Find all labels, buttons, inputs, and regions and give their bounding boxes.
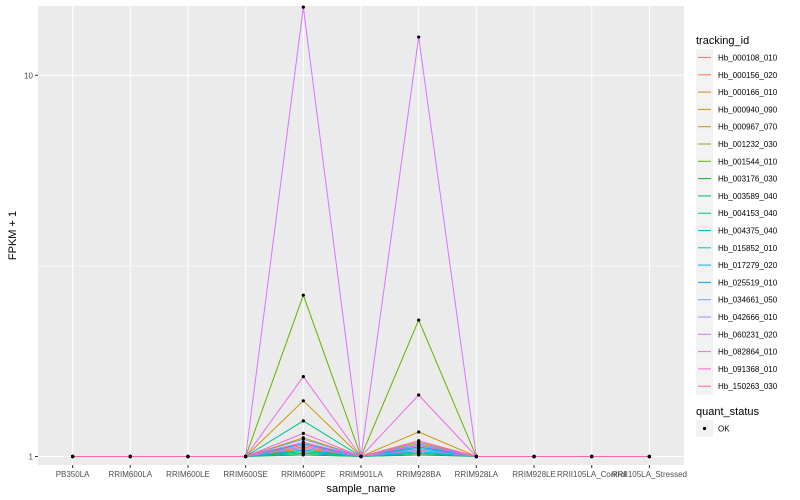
data-point bbox=[647, 454, 651, 459]
x-tick-label: PB350LA bbox=[56, 470, 90, 479]
data-point bbox=[474, 454, 478, 459]
x-tick-label: RRIM600LE bbox=[166, 470, 210, 479]
legend2-key-point bbox=[702, 426, 707, 431]
legend-quant-status: quant_status OK bbox=[696, 406, 759, 437]
legend-label: Hb_015852_010 bbox=[718, 244, 778, 253]
data-point bbox=[71, 454, 75, 459]
data-point bbox=[532, 454, 536, 459]
y-tick-label: 10 bbox=[24, 71, 33, 80]
legend-label: Hb_150263_030 bbox=[718, 382, 778, 391]
data-point bbox=[417, 393, 421, 397]
data-point bbox=[301, 375, 305, 379]
data-point bbox=[417, 430, 421, 434]
legend2-label: OK bbox=[718, 425, 730, 434]
legend-label: Hb_000108_010 bbox=[718, 54, 778, 63]
y-axis-ticks: 1 10 bbox=[24, 71, 38, 462]
data-point bbox=[301, 451, 305, 455]
legend2-title: quant_status bbox=[696, 406, 759, 418]
x-tick-label: RRIM600SE bbox=[223, 470, 267, 479]
legend-label: Hb_034661_050 bbox=[718, 296, 778, 305]
y-tick-label: 1 bbox=[29, 453, 34, 462]
data-point bbox=[301, 437, 305, 441]
data-point bbox=[301, 448, 305, 452]
data-point bbox=[301, 399, 305, 403]
data-point bbox=[359, 454, 363, 459]
x-tick-label: RRIM901LA bbox=[339, 470, 383, 479]
data-point bbox=[417, 443, 421, 447]
x-tick-label: RRIM928BA bbox=[396, 470, 441, 479]
x-tick-label: RRIM928LE bbox=[512, 470, 556, 479]
data-point bbox=[301, 293, 305, 297]
x-tick-label: RRIM928LA bbox=[455, 470, 499, 479]
x-tick-label: RRIM600LA bbox=[108, 470, 152, 479]
legend-label: Hb_004375_040 bbox=[718, 227, 778, 236]
data-point bbox=[417, 439, 421, 443]
legend-label: Hb_003589_040 bbox=[718, 192, 778, 201]
legend-label: Hb_000166_010 bbox=[718, 88, 778, 97]
data-point bbox=[417, 35, 421, 39]
data-point bbox=[186, 454, 190, 459]
x-tick-label: RRIM600PE bbox=[281, 470, 325, 479]
legend-label: Hb_000156_020 bbox=[718, 71, 778, 80]
legend-label: Hb_017279_020 bbox=[718, 261, 778, 270]
data-points bbox=[71, 5, 651, 459]
data-point bbox=[301, 445, 305, 449]
x-tick-label: RRII105LA_Control bbox=[557, 470, 627, 479]
data-point bbox=[301, 5, 305, 9]
data-point bbox=[417, 318, 421, 322]
x-axis-ticks: PB350LA RRIM600LA RRIM600LE RRIM600SE RRIM60… bbox=[56, 465, 687, 479]
data-point bbox=[301, 419, 305, 423]
data-point bbox=[417, 448, 421, 452]
data-point bbox=[244, 454, 248, 459]
x-tick-label: RRII105LA_Stressed bbox=[612, 470, 687, 479]
data-point bbox=[128, 454, 132, 459]
legend-label: Hb_003176_030 bbox=[718, 175, 778, 184]
legend-label: Hb_060231_020 bbox=[718, 330, 778, 339]
legend-label: Hb_025519_010 bbox=[718, 278, 778, 287]
legend-label: Hb_042666_010 bbox=[718, 313, 778, 322]
legend-label: Hb_091368_010 bbox=[718, 365, 778, 374]
legend-label: Hb_000940_090 bbox=[718, 105, 778, 114]
legend-tracking-id: tracking_id Hb_000108_010 Hb_000156_020 Hb… bbox=[696, 35, 778, 395]
data-point bbox=[590, 454, 594, 459]
legend-label: Hb_001232_030 bbox=[718, 140, 778, 149]
legend-label: Hb_001544_010 bbox=[718, 157, 778, 166]
legend-label: Hb_000967_070 bbox=[718, 123, 778, 132]
data-point bbox=[301, 431, 305, 435]
data-point bbox=[301, 440, 305, 444]
y-axis-title: FPKM + 1 bbox=[7, 211, 19, 260]
legend-title: tracking_id bbox=[696, 35, 749, 47]
legend-label: Hb_082864_010 bbox=[718, 348, 778, 357]
legend-label: Hb_004153_040 bbox=[718, 209, 778, 218]
x-axis-title: sample_name bbox=[326, 483, 395, 495]
